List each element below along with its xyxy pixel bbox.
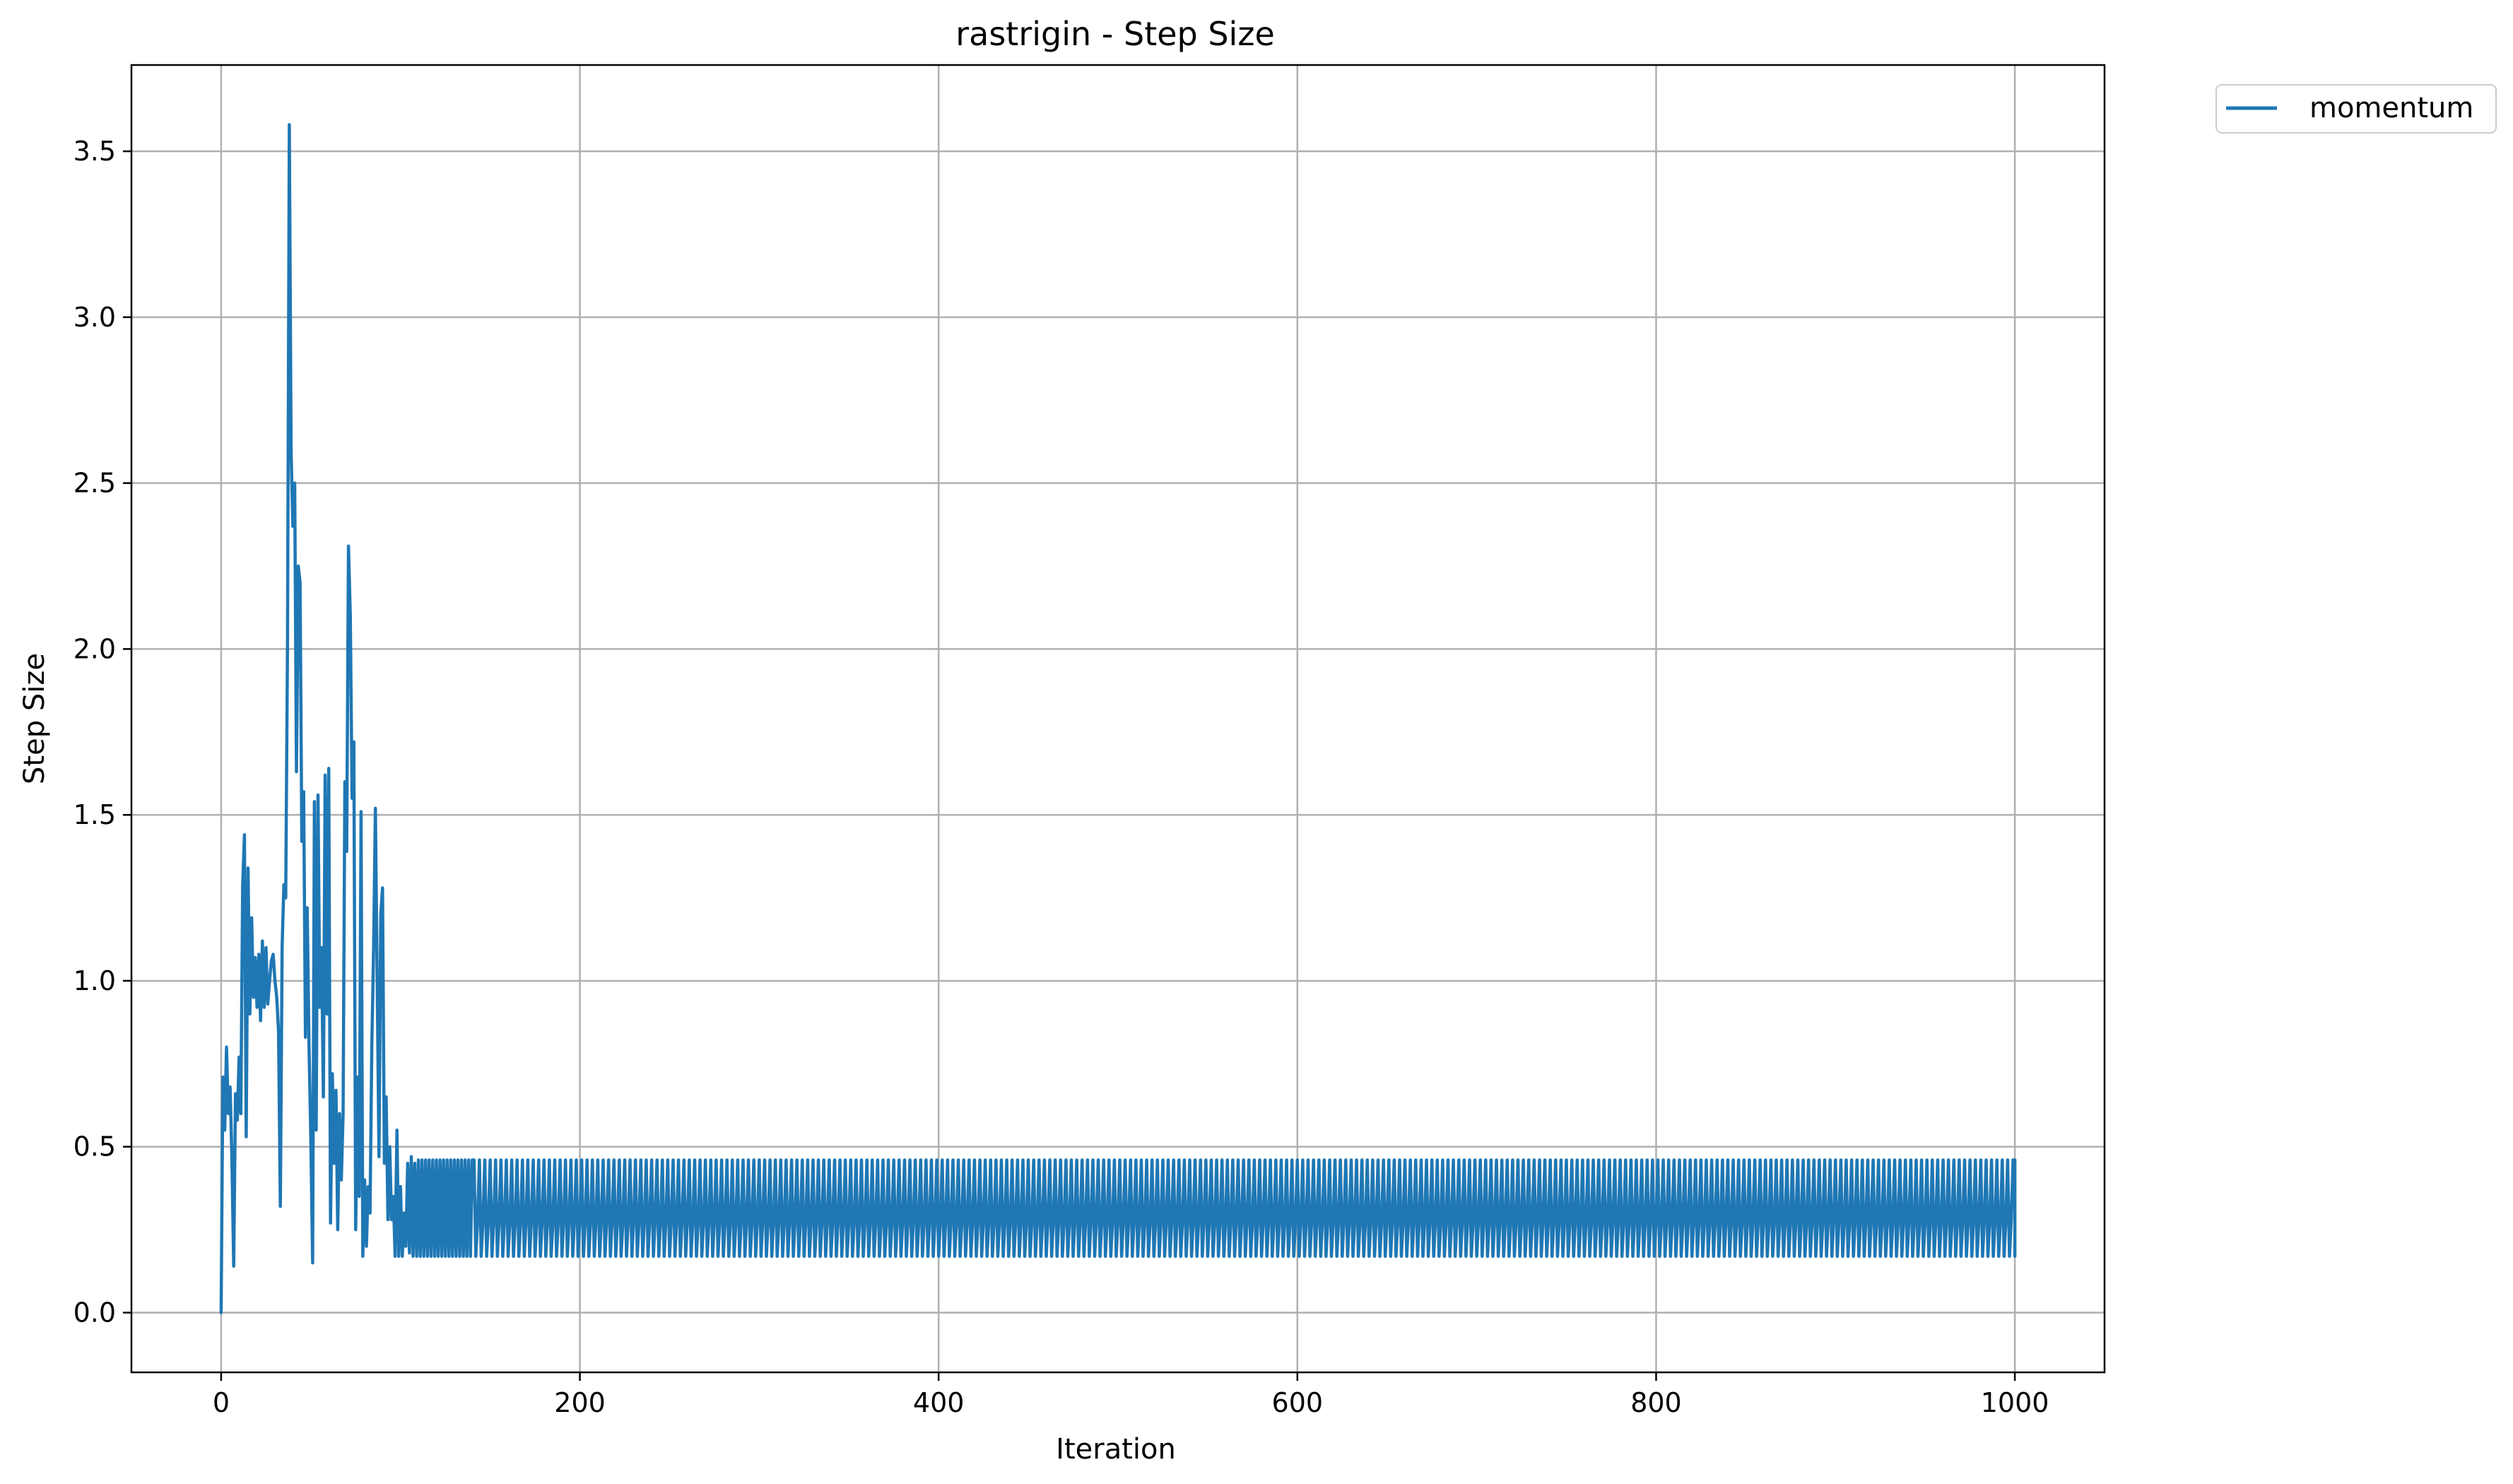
series-layer xyxy=(219,123,2017,1314)
y-tick-label: 3.5 xyxy=(73,136,116,167)
y-tick-label: 2.5 xyxy=(73,468,116,499)
x-tick-label: 1000 xyxy=(1981,1387,2049,1418)
chart-title: rastrigin - Step Size xyxy=(955,15,1275,53)
legend-label-momentum: momentum xyxy=(2309,92,2473,124)
y-tick-label: 3.0 xyxy=(73,302,116,333)
series-line-momentum xyxy=(219,123,2017,1314)
x-tick-label: 600 xyxy=(1272,1387,1324,1418)
y-tick-label: 2.0 xyxy=(73,633,116,664)
y-axis-label: Step Size xyxy=(18,653,51,784)
grid xyxy=(131,65,2105,1372)
y-tick-label: 1.5 xyxy=(73,799,116,830)
x-tick-label: 800 xyxy=(1630,1387,1682,1418)
y-tick-label: 0.0 xyxy=(73,1297,116,1328)
x-axis-label: Iteration xyxy=(1056,1433,1176,1466)
y-tick-label: 1.0 xyxy=(73,965,116,996)
legend: momentum xyxy=(2215,84,2497,134)
x-tick-label: 400 xyxy=(913,1387,965,1418)
x-tick-label: 200 xyxy=(554,1387,606,1418)
x-axis: 0 200 400 600 800 1000 xyxy=(213,1372,2049,1418)
y-axis: 0.0 0.5 1.0 1.5 2.0 2.5 3.0 3.5 xyxy=(73,136,131,1328)
plot-area-frame xyxy=(130,64,2106,1374)
y-tick-label: 0.5 xyxy=(73,1131,116,1162)
x-tick-label: 0 xyxy=(213,1387,230,1418)
legend-box xyxy=(2215,84,2497,134)
